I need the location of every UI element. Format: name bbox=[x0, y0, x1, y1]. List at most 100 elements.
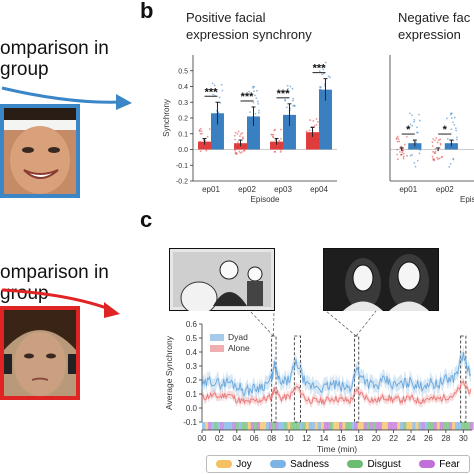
data-point bbox=[414, 142, 417, 145]
emotion-strip-segment bbox=[464, 422, 468, 430]
data-point bbox=[418, 152, 421, 155]
data-point bbox=[306, 135, 309, 138]
data-point bbox=[285, 106, 288, 109]
emotion-strip-segment bbox=[381, 422, 386, 430]
emotion-strip-segment bbox=[259, 422, 264, 430]
data-point bbox=[411, 124, 414, 127]
legend-joy: Joy bbox=[216, 459, 252, 470]
emotion-strip-segment bbox=[317, 422, 322, 430]
x-tick-label-ep02: ep02 bbox=[238, 185, 256, 194]
data-point bbox=[234, 138, 236, 141]
average-synchrony-timeline: 0.6 0.5 0.4 0.3 0.2 0.1 0.0 -0.1 Average Synchro… bbox=[164, 310, 474, 454]
significance-stars: *** bbox=[277, 88, 291, 100]
data-point bbox=[289, 85, 292, 88]
data-point bbox=[238, 150, 241, 153]
data-point bbox=[432, 157, 435, 160]
series-line-dyad bbox=[201, 351, 472, 396]
data-point bbox=[439, 142, 442, 145]
data-point bbox=[408, 144, 411, 147]
data-point bbox=[431, 144, 434, 147]
emotion-strip-segment bbox=[412, 422, 416, 430]
emotion-strip-segment bbox=[342, 422, 346, 430]
data-point bbox=[411, 154, 413, 156]
data-point bbox=[257, 102, 260, 105]
data-point bbox=[242, 136, 244, 139]
emotion-strip-segment bbox=[394, 422, 398, 430]
bar-ep02-dyad bbox=[247, 116, 260, 150]
significance-stars: * bbox=[406, 124, 411, 136]
data-point bbox=[248, 90, 250, 93]
emotion-strip-segment bbox=[339, 422, 343, 430]
data-point bbox=[270, 146, 273, 149]
y-tick-label: 0.2 bbox=[178, 116, 188, 123]
data-point bbox=[205, 149, 208, 152]
data-point bbox=[251, 136, 254, 138]
data-point bbox=[255, 97, 258, 100]
positive-synchrony-chart: Positive facial expression synchrony -0.2 -… bbox=[162, 10, 337, 204]
data-point bbox=[284, 117, 286, 120]
data-point bbox=[292, 104, 295, 107]
data-point bbox=[279, 147, 282, 150]
y-tick-label: -0.1 bbox=[176, 163, 188, 170]
emotion-strip-segment bbox=[366, 422, 370, 430]
data-point bbox=[434, 147, 437, 150]
highlight-window bbox=[460, 335, 467, 423]
x-tick-label: 28 bbox=[441, 434, 450, 443]
data-point bbox=[455, 138, 458, 141]
emotion-strip-segment bbox=[387, 422, 392, 430]
data-point bbox=[321, 73, 323, 76]
x-tick-label-ep01: ep01 bbox=[202, 185, 220, 194]
y-tick-label: 0.5 bbox=[178, 68, 188, 75]
data-point bbox=[274, 128, 277, 131]
emotion-strip-segment bbox=[211, 422, 215, 430]
data-point bbox=[205, 147, 208, 150]
emotion-strip-segment bbox=[262, 422, 267, 430]
legend-label-dyad: Dyad bbox=[228, 332, 248, 342]
data-point bbox=[218, 96, 221, 99]
emotion-strip-segment bbox=[369, 422, 374, 430]
data-point bbox=[444, 145, 447, 148]
emotion-strip-segment bbox=[330, 422, 334, 430]
y-tick-label: 0.1 bbox=[178, 131, 188, 138]
data-point bbox=[233, 134, 236, 137]
data-point bbox=[449, 162, 452, 165]
comic-frame-left bbox=[169, 248, 275, 311]
emotion-strip-segment bbox=[323, 422, 328, 430]
data-point bbox=[319, 90, 322, 93]
data-point bbox=[450, 112, 452, 115]
emotion-strip-segment bbox=[363, 422, 367, 430]
data-point bbox=[291, 87, 294, 90]
emotion-strip-segment bbox=[266, 422, 270, 430]
y-tick-label: 0.6 bbox=[186, 320, 198, 329]
comic-frame-right bbox=[323, 248, 439, 311]
data-point bbox=[234, 131, 237, 134]
data-point bbox=[316, 120, 319, 123]
panel-b-letter: b bbox=[140, 0, 154, 23]
top-group-label-line1: omparison in bbox=[0, 38, 109, 59]
data-point bbox=[431, 155, 434, 158]
data-point bbox=[416, 159, 419, 162]
data-point bbox=[201, 143, 204, 145]
emotion-strip-segment bbox=[345, 422, 349, 430]
emotion-strip-segment bbox=[357, 422, 361, 430]
data-point bbox=[445, 117, 448, 120]
emotion-strip-segment bbox=[336, 422, 340, 430]
joy-swatch bbox=[216, 460, 233, 468]
data-point bbox=[312, 120, 315, 122]
data-point bbox=[214, 117, 217, 120]
data-point bbox=[286, 129, 289, 132]
emotion-strip-segment bbox=[238, 422, 242, 430]
x-tick-label: 04 bbox=[232, 434, 241, 443]
emotion-strip-segment bbox=[220, 422, 224, 430]
data-point bbox=[236, 133, 239, 135]
emotion-strip-segment bbox=[430, 422, 434, 430]
data-point bbox=[235, 145, 238, 148]
y-tick-label: 0.5 bbox=[186, 334, 198, 343]
data-point bbox=[283, 130, 286, 133]
emotion-strip-segment bbox=[314, 422, 319, 430]
data-point bbox=[419, 149, 422, 151]
data-point bbox=[327, 99, 330, 102]
y-tick-label: 0.2 bbox=[186, 376, 198, 385]
x-tick-label-ep03: ep03 bbox=[274, 185, 292, 194]
data-point bbox=[431, 141, 434, 143]
